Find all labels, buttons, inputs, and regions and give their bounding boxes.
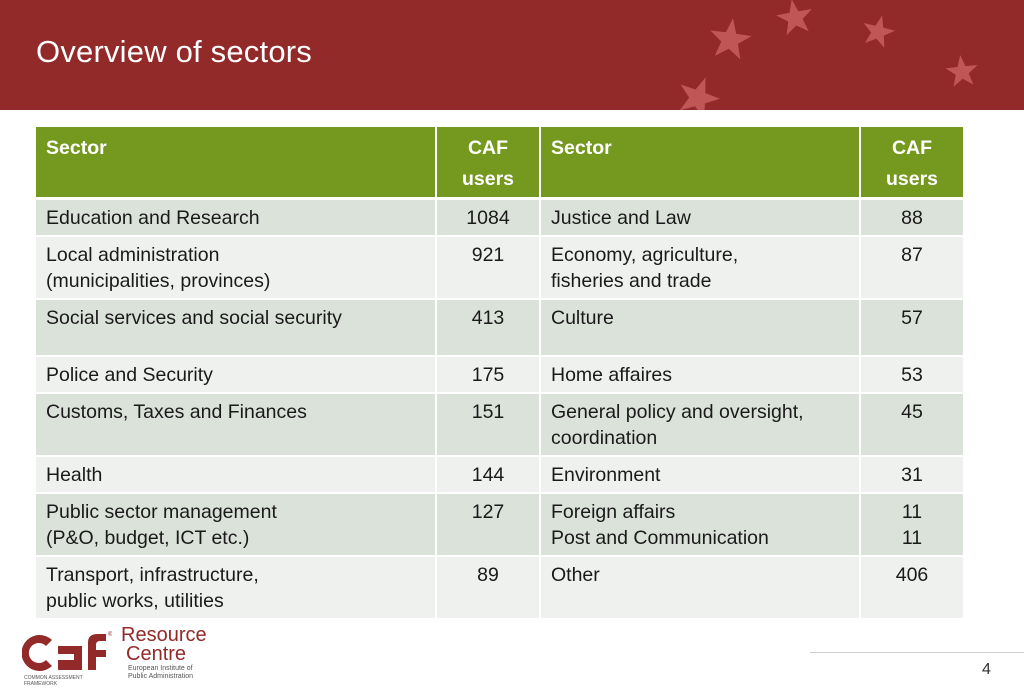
column-header-sector: Sector: [540, 127, 861, 200]
star-icon: [710, 18, 752, 60]
sector-cell: Social services and social security: [36, 299, 437, 357]
sector-cell: Foreign affairs Post and Communication: [540, 493, 861, 557]
caf-users-cell: 406: [860, 556, 963, 620]
sector-cell: Education and Research: [36, 198, 437, 237]
sector-cell: Police and Security: [36, 356, 437, 394]
caf-users-cell: 11 11: [860, 493, 963, 557]
title-banner: Overview of sectors: [0, 0, 1024, 110]
table-row: Local administration (municipalities, pr…: [36, 236, 963, 300]
caf-users-cell: 921: [436, 236, 541, 300]
page-title: Overview of sectors: [36, 34, 312, 69]
table-row: Social services and social security 413 …: [36, 299, 963, 357]
caf-users-cell: 87: [860, 236, 963, 300]
sector-cell: Culture: [540, 299, 861, 357]
table-row: Public sector management (P&O, budget, I…: [36, 493, 963, 557]
logo-eipa-text: European Institute of Public Administrat…: [128, 665, 193, 680]
caf-users-cell: 53: [860, 356, 963, 394]
column-header-caf-users: CAF users: [860, 127, 963, 200]
caf-users-cell: 89: [436, 556, 541, 620]
star-icon: [679, 77, 720, 110]
sector-cell: Justice and Law: [540, 198, 861, 237]
caf-users-cell: 1084: [436, 198, 541, 237]
caf-users-cell: 127: [436, 493, 541, 557]
sector-cell: Other: [540, 556, 861, 620]
sector-cell: Environment: [540, 456, 861, 494]
caf-users-cell: 175: [436, 356, 541, 394]
sector-cell: General policy and oversight, coordinati…: [540, 393, 861, 457]
star-icon: [863, 15, 896, 48]
sector-cell: Local administration (municipalities, pr…: [36, 236, 437, 300]
logo-centre-text: Centre: [126, 643, 187, 665]
stars-decoration-icon: [679, 0, 978, 110]
caf-resource-centre-logo: ® Resource Centre European Institute of …: [22, 624, 222, 688]
sector-cell: Home affaires: [540, 356, 861, 394]
star-icon: [776, 0, 812, 36]
sector-cell: Health: [36, 456, 437, 494]
footer-divider: [810, 652, 1024, 653]
caf-users-cell: 144: [436, 456, 541, 494]
column-header-caf-users: CAF users: [436, 127, 541, 200]
table-row: Transport, infrastructure, public works,…: [36, 556, 963, 620]
sector-cell: Transport, infrastructure, public works,…: [36, 556, 437, 620]
star-icon: [945, 55, 978, 87]
caf-users-cell: 31: [860, 456, 963, 494]
table-row: Police and Security 175 Home affaires 53: [36, 356, 963, 394]
caf-users-cell: 57: [860, 299, 963, 357]
sectors-table: Sector CAF users Sector CAF users Educat…: [36, 127, 963, 620]
page-number: 4: [982, 661, 991, 678]
caf-logo-icon: ®: [22, 631, 112, 671]
column-header-sector: Sector: [36, 127, 437, 200]
sector-cell: Public sector management (P&O, budget, I…: [36, 493, 437, 557]
table-header-row: Sector CAF users Sector CAF users: [36, 127, 963, 200]
table-row: Customs, Taxes and Finances 151 General …: [36, 393, 963, 457]
table-row: Health 144 Environment 31: [36, 456, 963, 494]
svg-text:®: ®: [108, 631, 112, 638]
caf-users-cell: 413: [436, 299, 541, 357]
caf-users-cell: 45: [860, 393, 963, 457]
table-row: Education and Research 1084 Justice and …: [36, 198, 963, 237]
sector-cell: Customs, Taxes and Finances: [36, 393, 437, 457]
caf-users-cell: 88: [860, 198, 963, 237]
logo-caf-subtitle: COMMON ASSESSMENT FRAMEWORK: [24, 675, 83, 687]
logo-resource-text: Resource: [121, 624, 207, 646]
caf-users-cell: 151: [436, 393, 541, 457]
sector-cell: Economy, agriculture, fisheries and trad…: [540, 236, 861, 300]
